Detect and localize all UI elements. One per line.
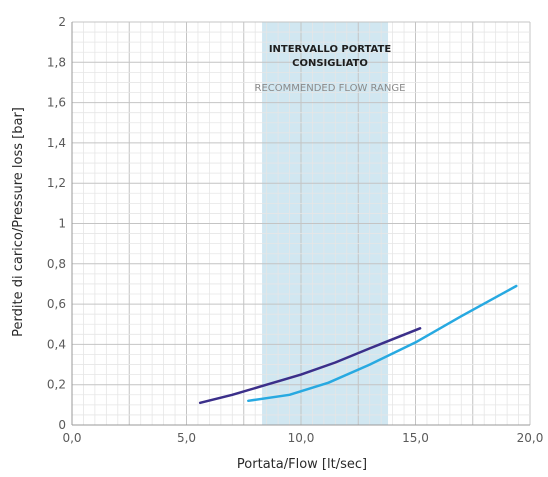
y-tick-label: 1,2	[47, 176, 66, 190]
band-title-line2: CONSIGLIATO	[292, 58, 368, 69]
x-axis-title: Portata/Flow [lt/sec]	[237, 457, 367, 472]
x-tick-label: 5,0	[177, 431, 196, 445]
y-tick-labels: 0 0,2 0,4 0,6 0,8 1 1,2 1,4 1,6 1,8 2	[47, 15, 66, 432]
x-tick-label: 10,0	[288, 431, 315, 445]
series-line-1	[198, 327, 422, 405]
axes	[71, 22, 530, 426]
band-title-line1: INTERVALLO PORTATE	[269, 44, 392, 55]
x-tick-label: 0,0	[62, 431, 81, 445]
y-tick-label: 0,2	[47, 378, 66, 392]
x-tick-label: 20,0	[517, 431, 544, 445]
y-tick-label: 1,4	[47, 136, 66, 150]
x-tick-labels: 0,0 5,0 10,0 15,0 20,0	[62, 431, 543, 445]
y-tick-label: 1,8	[47, 55, 66, 69]
y-tick-label: 1,6	[47, 96, 66, 110]
y-tick-label: 0,8	[47, 257, 66, 271]
y-tick-label: 2	[58, 15, 66, 29]
grid	[71, 21, 531, 426]
series-line-2	[247, 284, 518, 403]
y-axis-title: Perdite di carico/Pressure loss [bar]	[11, 107, 26, 337]
y-tick-label: 0,6	[47, 297, 66, 311]
y-tick-label: 1	[58, 217, 66, 231]
x-tick-label: 15,0	[402, 431, 429, 445]
band-subtitle: RECOMMENDED FLOW RANGE	[255, 83, 406, 94]
y-tick-label: 0,4	[47, 337, 66, 351]
y-tick-label: 0	[58, 418, 66, 432]
series	[198, 284, 518, 405]
